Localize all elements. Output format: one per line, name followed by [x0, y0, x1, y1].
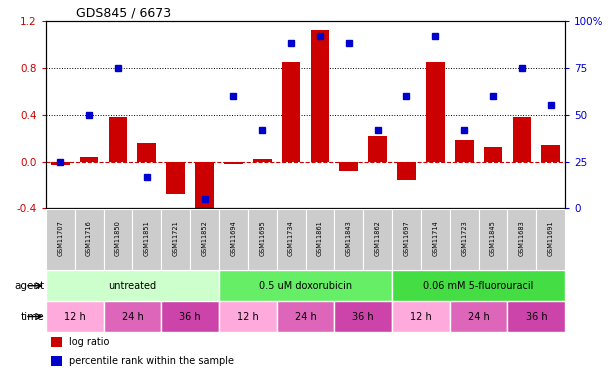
Bar	[46, 209, 75, 270]
Text: GSM11694: GSM11694	[230, 220, 236, 256]
Bar	[450, 301, 508, 332]
Bar	[51, 337, 62, 346]
Text: log ratio: log ratio	[69, 337, 109, 347]
Bar	[484, 147, 502, 162]
Bar	[219, 301, 277, 332]
Bar	[109, 117, 127, 162]
Bar	[161, 301, 219, 332]
Text: 36 h: 36 h	[179, 312, 201, 321]
Text: GSM11683: GSM11683	[519, 220, 525, 256]
Bar	[46, 301, 103, 332]
Bar	[541, 145, 560, 162]
Text: 12 h: 12 h	[410, 312, 432, 321]
Bar	[455, 140, 474, 162]
Bar	[282, 62, 301, 162]
Text: time: time	[21, 312, 45, 321]
Text: GSM11861: GSM11861	[317, 220, 323, 256]
Text: GSM11850: GSM11850	[115, 220, 121, 256]
Bar	[478, 209, 508, 270]
Text: agent: agent	[15, 281, 45, 291]
Bar	[51, 162, 70, 165]
Text: untreated: untreated	[108, 281, 156, 291]
Text: GSM11851: GSM11851	[144, 220, 150, 256]
Bar	[368, 136, 387, 162]
Bar	[195, 162, 214, 223]
Text: 24 h: 24 h	[122, 312, 143, 321]
Text: 36 h: 36 h	[525, 312, 547, 321]
Text: GSM11862: GSM11862	[375, 220, 381, 256]
Bar	[219, 209, 248, 270]
Text: percentile rank within the sample: percentile rank within the sample	[69, 356, 234, 366]
Text: GSM11707: GSM11707	[57, 220, 64, 256]
Bar	[75, 209, 103, 270]
Bar	[306, 209, 334, 270]
Text: 36 h: 36 h	[353, 312, 374, 321]
Text: GSM11695: GSM11695	[259, 220, 265, 256]
Bar	[46, 270, 219, 301]
Text: GSM11697: GSM11697	[403, 220, 409, 256]
Bar	[277, 301, 334, 332]
Bar	[334, 209, 363, 270]
Text: 12 h: 12 h	[64, 312, 86, 321]
Bar	[103, 209, 133, 270]
Bar	[103, 301, 161, 332]
Text: GSM11723: GSM11723	[461, 220, 467, 256]
Text: GDS845 / 6673: GDS845 / 6673	[76, 6, 172, 19]
Text: GSM11852: GSM11852	[202, 220, 208, 256]
Text: GSM11691: GSM11691	[547, 220, 554, 256]
Bar	[392, 270, 565, 301]
Text: 0.06 mM 5-fluorouracil: 0.06 mM 5-fluorouracil	[423, 281, 534, 291]
Bar	[219, 270, 392, 301]
Bar	[190, 209, 219, 270]
Text: GSM11845: GSM11845	[490, 220, 496, 256]
Text: GSM11734: GSM11734	[288, 220, 294, 256]
Bar	[536, 209, 565, 270]
Bar	[397, 162, 416, 180]
Bar	[224, 162, 243, 164]
Text: GSM11716: GSM11716	[86, 220, 92, 256]
Bar	[363, 209, 392, 270]
Bar	[513, 117, 532, 162]
Bar	[248, 209, 277, 270]
Text: 24 h: 24 h	[295, 312, 316, 321]
Text: 24 h: 24 h	[468, 312, 489, 321]
Text: 0.5 uM doxorubicin: 0.5 uM doxorubicin	[259, 281, 352, 291]
Bar	[392, 301, 450, 332]
Text: GSM11721: GSM11721	[173, 220, 178, 256]
Bar	[392, 209, 421, 270]
Bar	[137, 143, 156, 162]
Bar	[310, 30, 329, 162]
Bar	[450, 209, 478, 270]
Bar	[339, 162, 358, 171]
Text: GSM11843: GSM11843	[346, 220, 352, 256]
Bar	[133, 209, 161, 270]
Bar	[508, 301, 565, 332]
Bar	[253, 159, 272, 162]
Bar	[166, 162, 185, 194]
Bar	[508, 209, 536, 270]
Bar	[277, 209, 306, 270]
Bar	[51, 356, 62, 366]
Text: GSM11714: GSM11714	[433, 220, 438, 256]
Bar	[161, 209, 190, 270]
Bar	[426, 62, 445, 162]
Bar	[79, 157, 98, 162]
Bar	[421, 209, 450, 270]
Text: 12 h: 12 h	[237, 312, 258, 321]
Bar	[334, 301, 392, 332]
